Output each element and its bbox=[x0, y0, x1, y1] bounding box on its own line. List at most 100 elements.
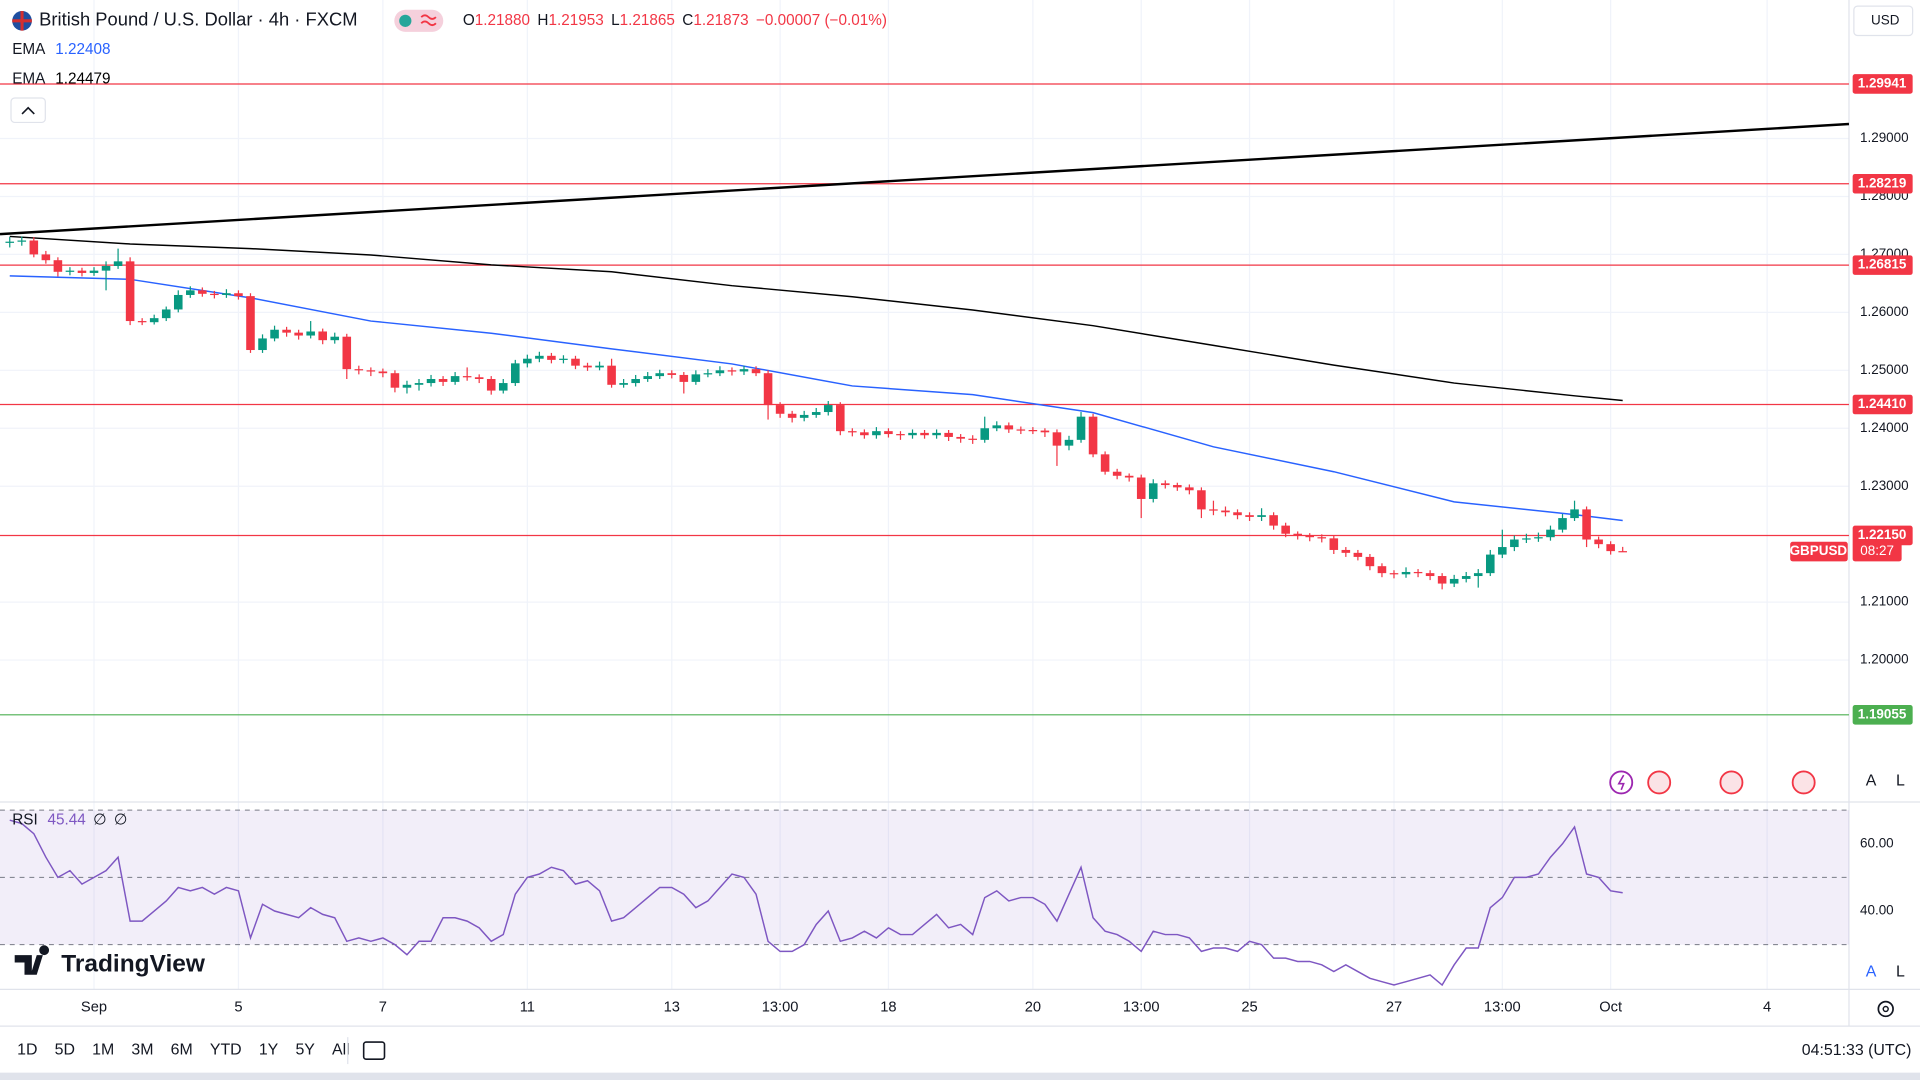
candle-body bbox=[811, 412, 821, 415]
level-label: 1.26815 bbox=[1858, 257, 1907, 272]
candle-body bbox=[53, 260, 63, 272]
candle-body bbox=[1148, 483, 1158, 499]
event-icon[interactable] bbox=[1647, 770, 1672, 795]
candle-body bbox=[1485, 554, 1495, 574]
ohlc-label: L bbox=[611, 12, 620, 29]
y-tick-label: 1.29000 bbox=[1860, 130, 1909, 145]
candle-body bbox=[402, 384, 412, 388]
x-tick-label: 13:00 bbox=[1484, 1000, 1521, 1016]
date-range-icon[interactable] bbox=[362, 1041, 386, 1060]
candle-body bbox=[763, 373, 773, 406]
candle-body bbox=[523, 358, 532, 364]
ohlc-change: −0.00007 (−0.01%) bbox=[756, 12, 887, 29]
collapse-button[interactable] bbox=[10, 97, 46, 124]
candle-body bbox=[920, 432, 929, 436]
scale-button[interactable]: L bbox=[1896, 963, 1905, 980]
symbol-badge bbox=[1790, 541, 1848, 562]
ohlc-legend: O1.21880 H1.21953 L1.21865 C1.21873 −0.00007… bbox=[463, 12, 887, 29]
event-icon[interactable] bbox=[1719, 770, 1744, 795]
candle-body bbox=[643, 376, 652, 379]
candle-body bbox=[1124, 475, 1134, 478]
candle-body bbox=[1413, 571, 1423, 574]
candle-body bbox=[655, 373, 665, 377]
candle-body bbox=[198, 290, 207, 294]
event-glyph bbox=[1617, 774, 1625, 791]
y-tick-label: 1.20000 bbox=[1860, 652, 1909, 667]
candle-body bbox=[17, 240, 27, 242]
candle-body bbox=[715, 370, 725, 374]
x-tick-label: 13:00 bbox=[762, 1000, 799, 1016]
range-button[interactable]: 5D bbox=[55, 1042, 75, 1059]
candle-body bbox=[1594, 539, 1603, 545]
level-label: 1.28219 bbox=[1858, 175, 1907, 190]
candle-body bbox=[1317, 537, 1327, 539]
scale-button[interactable]: A bbox=[1866, 772, 1877, 789]
candle-body bbox=[992, 425, 1002, 429]
candle-body bbox=[149, 318, 159, 323]
level-label: 1.29941 bbox=[1858, 76, 1907, 91]
x-tick-label: 13:00 bbox=[1123, 1000, 1160, 1016]
overlay: 1.290001.280001.270001.260001.250001.240… bbox=[81, 74, 1913, 1016]
candle-body bbox=[691, 374, 701, 382]
candle-body bbox=[246, 296, 255, 351]
x-tick-label: 27 bbox=[1386, 1000, 1402, 1016]
candle-body bbox=[1510, 539, 1519, 548]
grid bbox=[0, 0, 1849, 990]
candle-body bbox=[1353, 552, 1363, 557]
bottom-strip bbox=[0, 1072, 1920, 1080]
x-tick-label: 5 bbox=[234, 1000, 242, 1016]
candle-body bbox=[1461, 576, 1471, 579]
scale-button[interactable]: L bbox=[1896, 772, 1905, 789]
candle-body bbox=[836, 405, 845, 432]
candle-body bbox=[908, 432, 917, 436]
collapse-icon bbox=[21, 106, 35, 115]
range-button[interactable]: 5Y bbox=[295, 1042, 315, 1059]
rsi-tick-label: 40.00 bbox=[1860, 903, 1894, 918]
chart-title: British Pound / U.S. Dollar · 4h · FXCM bbox=[39, 9, 357, 30]
range-button[interactable]: 1Y bbox=[259, 1042, 279, 1059]
event-icon[interactable] bbox=[1791, 770, 1816, 795]
range-button[interactable]: 1M bbox=[92, 1042, 114, 1059]
candle-body bbox=[619, 383, 628, 385]
range-button[interactable]: 3M bbox=[131, 1042, 153, 1059]
candle-body bbox=[1401, 571, 1411, 575]
ema-value: 1.22408 bbox=[55, 41, 110, 58]
y-tick-label: 1.24000 bbox=[1860, 420, 1909, 435]
candle-body bbox=[860, 432, 869, 436]
range-button[interactable]: 6M bbox=[171, 1042, 193, 1059]
y-tick-label: 1.23000 bbox=[1860, 478, 1909, 493]
candle-body bbox=[631, 378, 640, 384]
rsi-param: ∅ bbox=[93, 811, 106, 828]
ema-value: 1.24479 bbox=[55, 71, 110, 88]
scale-button[interactable]: A bbox=[1866, 963, 1877, 980]
candle-body bbox=[65, 270, 75, 272]
candle-body bbox=[1534, 537, 1543, 539]
candle-body bbox=[474, 377, 484, 379]
candle-body bbox=[787, 413, 797, 418]
candle-body bbox=[210, 293, 219, 296]
level-label-box bbox=[1852, 173, 1913, 194]
candle-body bbox=[956, 436, 965, 439]
candle-body bbox=[318, 331, 327, 341]
trendline bbox=[0, 122, 1849, 236]
currency: USD bbox=[1871, 12, 1900, 27]
range-button[interactable]: 1D bbox=[17, 1042, 37, 1059]
candle-body bbox=[1064, 439, 1074, 446]
range-button[interactable]: YTD bbox=[210, 1042, 242, 1059]
currency-box[interactable] bbox=[1853, 5, 1914, 37]
clock: 04:51:33 (UTC) bbox=[1802, 1042, 1912, 1059]
x-tick-label: 7 bbox=[379, 1000, 387, 1016]
candle-body bbox=[378, 371, 388, 374]
candle-body bbox=[1233, 512, 1242, 516]
candle-body bbox=[872, 431, 881, 436]
data-status-icon bbox=[420, 14, 437, 27]
candle-body bbox=[222, 293, 231, 295]
range-button[interactable]: All bbox=[332, 1042, 350, 1059]
candle-body bbox=[1570, 509, 1579, 519]
symbol-label: GBPUSD bbox=[1790, 543, 1848, 558]
candle-body bbox=[1546, 529, 1555, 538]
candle-body bbox=[294, 332, 303, 336]
candle-body bbox=[161, 309, 171, 319]
settings-icon[interactable] bbox=[1877, 1000, 1894, 1018]
event-icon[interactable] bbox=[1609, 770, 1634, 795]
